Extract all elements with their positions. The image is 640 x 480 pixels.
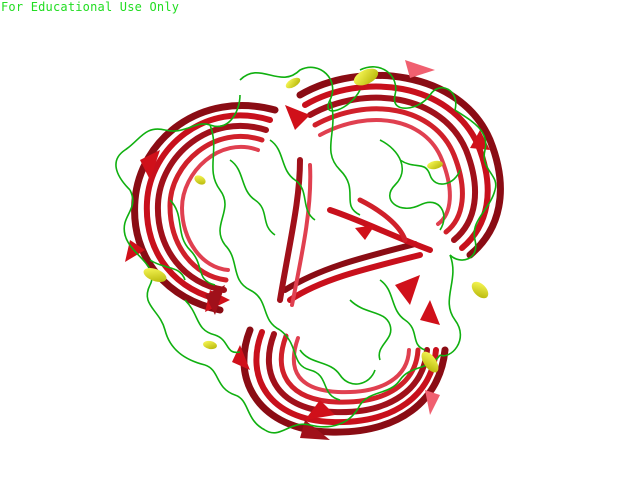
beta-sheet-blade-bottom — [240, 326, 449, 436]
alpha-helices — [143, 68, 489, 373]
beta-sheet-blade-left — [131, 102, 279, 314]
watermark-text: For Educational Use Only — [1, 0, 180, 14]
coil-loops — [115, 66, 497, 434]
beta-sheet-center — [277, 157, 433, 307]
